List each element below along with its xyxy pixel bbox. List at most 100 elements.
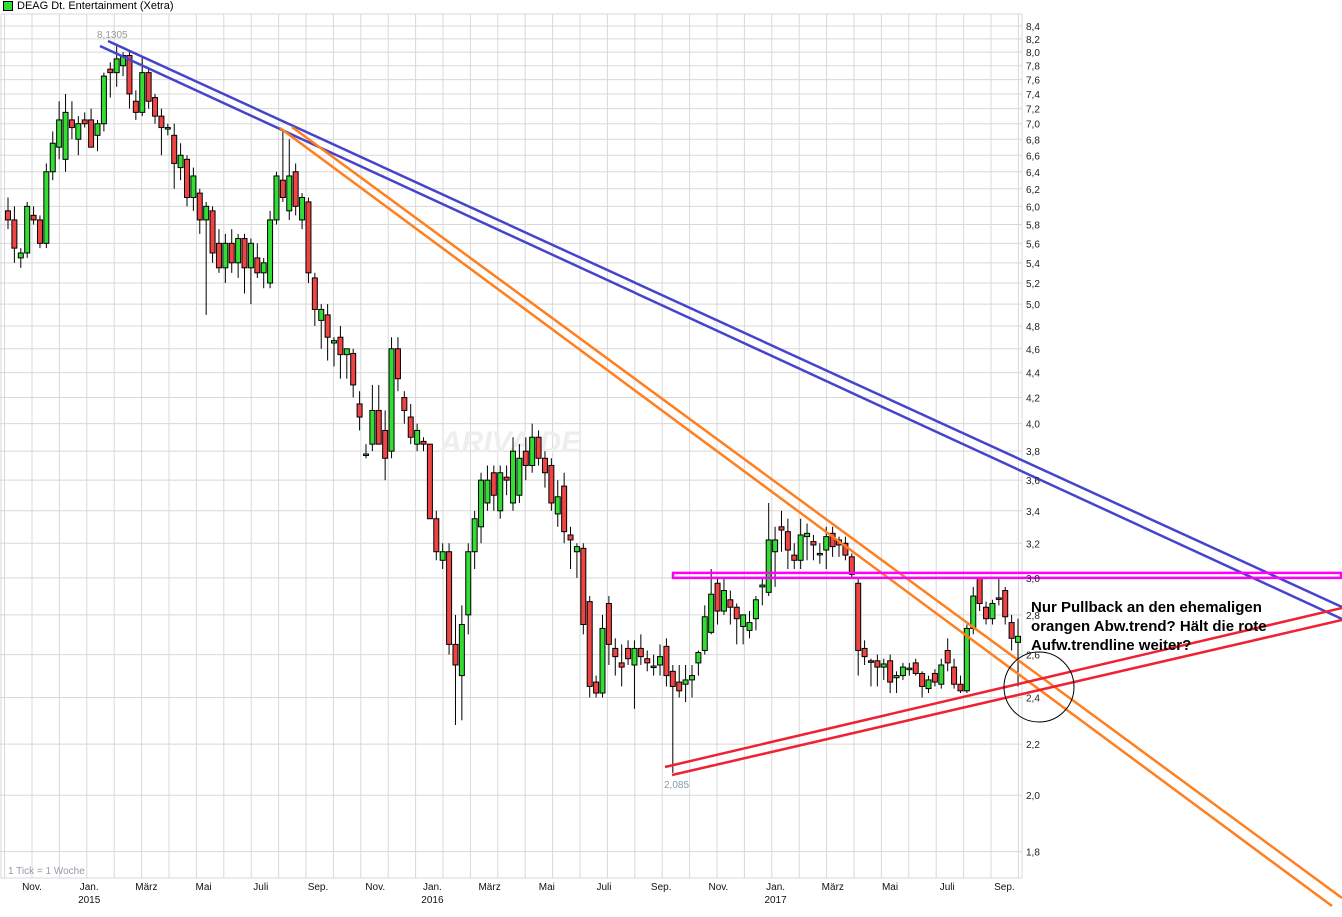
candle-down (541, 457, 548, 474)
candle-down (669, 670, 676, 687)
candle-up (43, 171, 50, 244)
x-year-label: 2015 (78, 895, 101, 906)
red-trendline-upper (664, 606, 1342, 769)
candle-down (848, 556, 855, 575)
candle-up (164, 127, 171, 130)
candle-down (919, 672, 926, 687)
x-tick-label: März (822, 882, 844, 893)
candle-up (471, 518, 478, 553)
candle-down (625, 647, 632, 660)
interval-note: 1 Tick = 1 Woche (8, 866, 85, 877)
candle-down (30, 214, 37, 221)
candle-up (299, 196, 306, 221)
candle-down (420, 440, 427, 445)
candle-down (810, 541, 817, 546)
candle-down (580, 547, 587, 626)
candle-down (382, 429, 389, 459)
y-tick-label: 4,2 (1026, 394, 1040, 405)
x-tick-label: Jan. (423, 882, 442, 893)
candle-down (567, 534, 574, 541)
candle-down (152, 97, 159, 117)
candle-down (356, 403, 363, 418)
red-trendline-lower (671, 618, 1342, 777)
candle-down (350, 352, 357, 386)
candle-up (529, 436, 536, 466)
candle-down (612, 647, 619, 658)
y-tick-label: 7,6 (1026, 76, 1040, 87)
candle-down (68, 119, 75, 129)
x-year-label: 2016 (421, 895, 444, 906)
candle-down (407, 416, 414, 438)
y-tick-label: 4,0 (1026, 420, 1040, 431)
candle-down (605, 602, 612, 645)
x-tick-label: Juli (940, 882, 955, 893)
y-tick-label: 8,0 (1026, 48, 1040, 59)
candle-up (599, 627, 606, 694)
candle-down (951, 666, 958, 685)
candle-up (682, 679, 689, 685)
candle-down (676, 681, 683, 692)
candle-up (369, 409, 376, 445)
y-tick-label: 3,2 (1026, 539, 1040, 550)
candle-down (279, 179, 286, 198)
candle-down (36, 219, 43, 244)
candle-down (944, 649, 951, 664)
candle-down (983, 606, 990, 620)
candle-down (209, 210, 216, 254)
y-tick-label: 3,4 (1026, 507, 1040, 518)
chart-title: DEAG Dt. Entertainment (Xetra) (3, 0, 174, 12)
candle-up (631, 647, 638, 666)
candle-up (478, 479, 485, 528)
y-tick-label: 6,6 (1026, 151, 1040, 162)
candle-up (56, 119, 63, 148)
candle-up (650, 665, 657, 669)
candle-up (100, 75, 107, 125)
orange-trendline-lower (279, 126, 1333, 908)
candle-up (222, 242, 229, 269)
y-tick-label: 6,8 (1026, 135, 1040, 146)
x-tick-label: März (478, 882, 500, 893)
candle-down (714, 582, 721, 612)
high-label: 8,1305 (97, 30, 128, 41)
candle-up (1015, 635, 1021, 643)
candle-up (893, 675, 900, 679)
candle-down (145, 72, 152, 102)
y-tick-label: 8,4 (1026, 22, 1040, 33)
candle-up (273, 175, 280, 221)
candle-down (995, 597, 1002, 600)
y-tick-label: 7,2 (1026, 105, 1040, 116)
candle-up (906, 667, 913, 671)
candle-up (899, 666, 906, 677)
y-tick-label: 2,2 (1026, 740, 1040, 751)
candle-up (823, 536, 830, 551)
x-tick-label: Jan. (766, 882, 785, 893)
candle-up (113, 58, 120, 74)
candle-down (912, 662, 919, 674)
candle-up (139, 72, 146, 113)
candle-down (241, 238, 248, 269)
candle-down (855, 582, 862, 651)
candle-up (177, 154, 184, 169)
candle-up (318, 308, 325, 321)
low-label: 2,085 (664, 780, 689, 791)
candle-down (586, 601, 593, 687)
x-axis: Nov. Jan. 2015 März Mai Juli Sep. Nov. Jan. 2016 M… (22, 882, 1015, 906)
candle-up (75, 123, 82, 140)
candle-down (867, 660, 874, 663)
candle-up (573, 546, 580, 553)
y-axis: 8,4 8,2 8,0 7,8 7,6 7,4 7,2 7,0 6,8 6,6 6,4 6,2 6,0 5… (1026, 22, 1040, 859)
candle-down (522, 450, 529, 466)
candle-down (305, 201, 312, 274)
candle-down (433, 518, 440, 553)
candle-up (880, 663, 887, 668)
candle-up (49, 142, 56, 173)
highlight-circle (1003, 651, 1075, 723)
candle-down (535, 436, 542, 459)
candle-up (963, 627, 970, 692)
y-tick-label: 5,8 (1026, 221, 1040, 232)
candle-up (497, 472, 504, 512)
candle-down (254, 257, 261, 274)
candle-down (126, 55, 133, 95)
candle-down (171, 134, 178, 164)
candle-down (324, 314, 331, 338)
